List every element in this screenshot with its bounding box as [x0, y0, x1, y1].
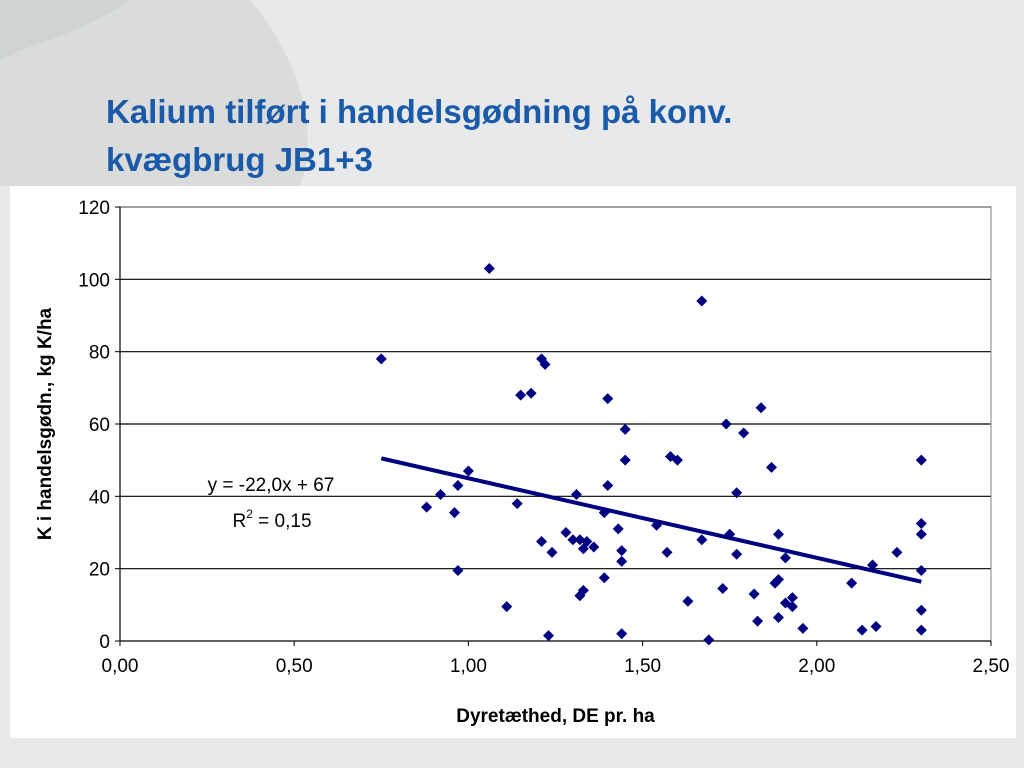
- data-points: [375, 262, 927, 646]
- data-point: [891, 546, 903, 558]
- data-point: [755, 402, 767, 414]
- data-point: [856, 624, 868, 636]
- y-tick-label: 80: [89, 343, 110, 364]
- y-tick-label: 120: [78, 198, 110, 219]
- r-squared-value: = 0,15: [253, 511, 312, 532]
- data-point: [435, 489, 447, 501]
- data-point: [536, 536, 548, 548]
- data-point: [797, 622, 809, 634]
- data-point: [546, 546, 558, 558]
- data-point: [515, 389, 527, 401]
- data-point: [462, 465, 474, 477]
- data-point: [452, 479, 464, 491]
- y-tick-label: 60: [89, 415, 110, 436]
- chart-panel: 0 20 40 60 80 100 120 0,00 0,50 1,00 1,50 2,00 2,50 …: [10, 186, 1016, 738]
- data-point: [511, 498, 523, 510]
- data-point: [915, 564, 927, 576]
- data-point: [525, 387, 537, 399]
- data-point: [786, 601, 798, 613]
- data-point: [577, 584, 589, 596]
- data-point: [543, 630, 555, 642]
- data-point: [501, 601, 513, 613]
- data-point: [915, 454, 927, 466]
- data-point: [779, 597, 791, 609]
- x-tick-label: 1,00: [450, 656, 487, 677]
- trendline-equation: y = -22,0x + 67: [208, 475, 335, 496]
- data-point: [567, 534, 579, 546]
- data-point: [598, 572, 610, 584]
- slide-title: Kalium tilført i handelsgødning på konv.…: [106, 88, 986, 184]
- x-tick-label: 2,00: [798, 656, 835, 677]
- slide-title-line-1: Kalium tilført i handelsgødning på konv.: [106, 93, 733, 130]
- data-point: [570, 489, 582, 501]
- data-point: [448, 507, 460, 519]
- data-point: [779, 552, 791, 564]
- data-point: [588, 541, 600, 553]
- tick-labels: 0 20 40 60 80 100 120 0,00 0,50 1,00 1,50 2,00 2,50: [78, 198, 1009, 677]
- data-point: [616, 545, 628, 557]
- data-point: [619, 423, 631, 435]
- x-axis-label: Dyretæthed, DE pr. ha: [456, 706, 655, 727]
- data-point: [846, 577, 858, 589]
- data-point: [731, 487, 743, 499]
- data-point: [766, 461, 778, 473]
- data-point: [769, 577, 781, 589]
- data-point: [731, 548, 743, 560]
- r-squared-prefix: R: [232, 511, 246, 532]
- data-point: [724, 528, 736, 540]
- data-point: [748, 588, 760, 600]
- data-point: [915, 528, 927, 540]
- data-point: [720, 418, 732, 430]
- data-point: [682, 595, 694, 607]
- y-tick-label: 0: [99, 632, 110, 653]
- data-point: [752, 615, 764, 627]
- data-point: [696, 295, 708, 307]
- data-point: [915, 624, 927, 636]
- data-point: [616, 628, 628, 640]
- data-point: [661, 546, 673, 558]
- y-tick-label: 100: [78, 270, 110, 291]
- y-tick-label: 20: [89, 560, 110, 581]
- trendline: [380, 456, 922, 584]
- data-point: [612, 523, 624, 535]
- data-point: [452, 564, 464, 576]
- x-tick-label: 0,50: [276, 656, 313, 677]
- data-point: [915, 517, 927, 529]
- data-point: [772, 528, 784, 540]
- data-point: [602, 393, 614, 405]
- x-tick-label: 0,00: [102, 656, 139, 677]
- slide-title-line-2: kvægbrug JB1+3: [106, 141, 373, 178]
- data-point: [602, 479, 614, 491]
- data-point: [581, 536, 593, 548]
- data-point: [738, 427, 750, 439]
- data-point: [616, 555, 628, 567]
- data-point: [375, 353, 387, 365]
- data-point: [574, 590, 586, 602]
- data-point: [772, 574, 784, 586]
- y-axis-label: K i handelsgødn., kg K/ha: [35, 307, 56, 540]
- r-squared-label: R2 = 0,15: [232, 507, 311, 532]
- data-point: [539, 358, 551, 370]
- r-squared-superscript: 2: [246, 507, 253, 521]
- data-point: [671, 454, 683, 466]
- data-point: [915, 604, 927, 616]
- data-point: [619, 454, 631, 466]
- data-point: [560, 527, 572, 538]
- x-tick-label: 2,50: [973, 656, 1010, 677]
- axes: [115, 206, 992, 646]
- data-point: [786, 592, 798, 604]
- y-tick-label: 40: [89, 487, 110, 508]
- data-point: [483, 262, 495, 274]
- data-point: [867, 559, 879, 571]
- data-point: [772, 611, 784, 623]
- data-point: [703, 634, 715, 646]
- data-point: [421, 501, 433, 513]
- data-point: [870, 621, 882, 633]
- x-tick-label: 1,50: [624, 656, 661, 677]
- data-point: [717, 583, 729, 595]
- data-point: [696, 534, 708, 546]
